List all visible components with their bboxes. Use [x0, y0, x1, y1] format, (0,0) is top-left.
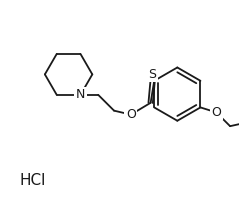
Text: N: N [76, 88, 85, 101]
Text: O: O [211, 106, 221, 119]
Text: O: O [126, 108, 136, 121]
Text: S: S [149, 68, 157, 81]
Text: HCl: HCl [19, 173, 46, 188]
